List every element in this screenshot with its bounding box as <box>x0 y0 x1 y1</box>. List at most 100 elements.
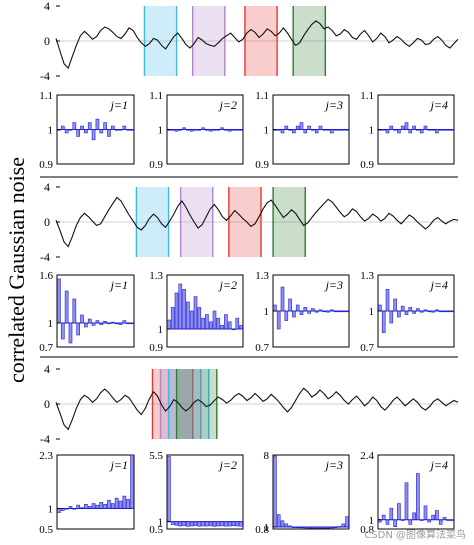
signal-ytick-label-3: -4 <box>40 432 50 446</box>
bar <box>239 521 243 527</box>
bar <box>76 129 81 137</box>
subplot-label: j=2 <box>218 458 237 472</box>
bar-ytick-label-1: 1.1 <box>39 90 53 102</box>
bar-ytick-label-2: 1 <box>369 125 375 137</box>
bar <box>303 307 308 312</box>
bar <box>167 456 171 522</box>
bar <box>107 499 111 509</box>
bar-ytick-label-2: 1 <box>369 306 375 318</box>
bar-ytick-label-1: 1.3 <box>149 270 163 282</box>
bar <box>72 298 77 324</box>
signal-ytick-label-1: 4 <box>44 362 50 376</box>
subplot-label: j=1 <box>109 278 128 292</box>
bar-subplot-row2-j3: j=3 1.3 1 0.7 <box>255 270 350 354</box>
bar <box>239 325 243 330</box>
bar-subplot-row2-j2: j=2 1.3 1 0.9 <box>149 270 244 354</box>
bar <box>220 325 224 330</box>
bar <box>167 319 171 330</box>
bar <box>216 521 221 527</box>
subplot-label: j=3 <box>324 98 343 112</box>
bar <box>122 125 127 130</box>
signal-ytick-label-3: -4 <box>40 69 50 83</box>
signal-line <box>55 387 459 431</box>
signal-ytick-label-1: 4 <box>44 0 50 13</box>
bar <box>130 454 134 509</box>
bar <box>423 505 428 521</box>
bar-ytick-label-1: 1.1 <box>360 90 374 102</box>
bar-subplot-row1-j4: j=4 1.1 1 0.9 <box>360 90 455 171</box>
bar <box>224 521 228 527</box>
bar <box>408 129 413 134</box>
bar <box>378 304 382 312</box>
shaded-window-1 <box>136 187 169 257</box>
subplot-frame <box>56 454 135 530</box>
bar-ytick-label-1: 1.6 <box>39 270 53 282</box>
signal-ytick-label-2: 0 <box>44 34 50 48</box>
bar <box>68 322 73 344</box>
bar <box>197 521 202 527</box>
bar <box>103 122 107 130</box>
bar <box>84 322 88 328</box>
bar <box>197 307 202 330</box>
bar <box>126 499 131 509</box>
bar-ytick-label-1: 1.3 <box>255 270 269 282</box>
bar <box>170 307 175 330</box>
shaded-window-1 <box>152 369 193 439</box>
bar <box>87 318 92 324</box>
bar <box>122 495 127 509</box>
bar <box>385 289 390 312</box>
shaded-window-4 <box>293 6 326 76</box>
bar <box>381 310 386 333</box>
watermark-text: CSDN @图像算法菜鸟 <box>364 530 466 541</box>
bar <box>189 310 194 330</box>
bar <box>284 125 289 130</box>
subplot-label: j=2 <box>218 98 237 112</box>
bar-subplot-row3-j3: j=3 8 10.8 <box>255 450 350 536</box>
signal-ytick-label-2: 0 <box>44 397 50 411</box>
figure-ylabel: correlated Gaussian noise <box>4 156 29 384</box>
signal-line <box>55 20 459 70</box>
bar <box>95 118 100 130</box>
bar <box>235 317 240 330</box>
shaded-window-2 <box>160 369 201 439</box>
bar <box>438 519 443 525</box>
bar-ytick-label-2: 1 <box>48 125 54 137</box>
signal-panel-1: 4 0 -4 <box>40 0 459 83</box>
bar <box>292 129 296 134</box>
bar <box>205 521 209 527</box>
bar <box>345 516 349 528</box>
bar-ytick-label-2: 1 <box>264 306 270 318</box>
shaded-window-2 <box>180 187 213 257</box>
bar-ytick-label-3: 0.7 <box>39 342 53 354</box>
bar <box>330 129 334 134</box>
bar <box>227 521 232 527</box>
bar <box>412 125 416 130</box>
bar-ytick-label-2: 1 <box>158 125 164 137</box>
bar-ytick-label-1: 2.3 <box>39 450 53 462</box>
bar-ytick-label-2: 1 <box>369 515 375 527</box>
bar <box>299 122 304 130</box>
bar-subplot-row2-j1: j=1 1.6 1 0.7 <box>39 270 135 354</box>
bar <box>288 298 292 312</box>
subplot-label: j=1 <box>109 98 128 112</box>
bar <box>91 129 96 141</box>
bar <box>284 310 289 321</box>
bar <box>103 504 107 509</box>
bar <box>397 503 401 521</box>
signal-ytick-label-3: -4 <box>40 250 50 264</box>
subplot-label: j=4 <box>429 458 448 472</box>
bar <box>189 521 194 527</box>
bar <box>87 122 92 130</box>
bar <box>389 125 394 130</box>
bar-ytick-label-3: 0.7 <box>255 342 269 354</box>
bar-ytick-label-3: 0.9 <box>149 159 163 171</box>
shaded-window-4 <box>176 369 217 439</box>
shaded-window-3 <box>244 6 278 76</box>
bar <box>182 521 186 527</box>
bar <box>404 482 409 521</box>
bar <box>80 314 84 324</box>
bar <box>397 129 401 134</box>
bar <box>423 125 428 130</box>
bar <box>178 283 183 330</box>
